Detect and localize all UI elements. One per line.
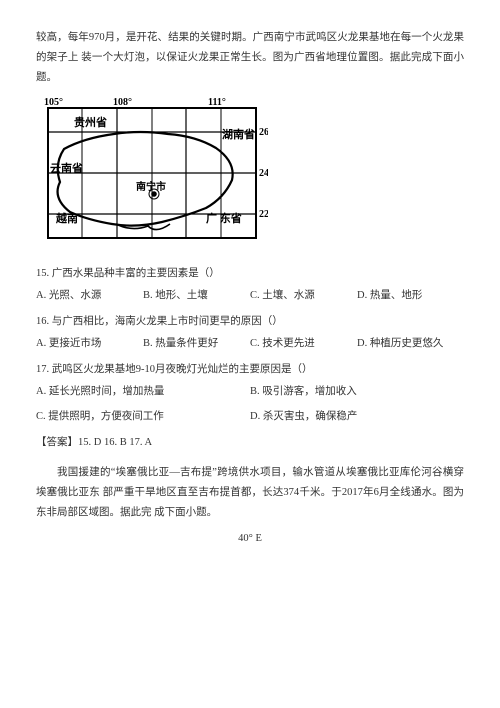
q16-options: A. 更接近市场 B. 热量条件更好 C. 技术更先进 D. 种植历史更悠久 bbox=[36, 334, 464, 354]
q15-opt-d: D. 热量、地形 bbox=[357, 286, 464, 306]
intro-paragraph-1: 较高，每年970月，是开花、结果的关键时期。广西南宁市武鸣区火龙果基地在每一个火… bbox=[36, 28, 464, 88]
guangxi-map-svg: 105° 108° 111° 26° 24° 22° 贵州省 湖南省 云南省 广… bbox=[36, 94, 268, 254]
map-figure: 105° 108° 111° 26° 24° 22° 贵州省 湖南省 云南省 广… bbox=[36, 94, 464, 254]
center-longitude-label: 40° E bbox=[36, 529, 464, 549]
q17-opt-b: B. 吸引游客，增加收入 bbox=[250, 382, 464, 402]
q16-opt-d: D. 种植历史更悠久 bbox=[357, 334, 464, 354]
label-vietnam: 越南 bbox=[55, 211, 78, 225]
q17-opt-c: C. 提供照明，方便夜间工作 bbox=[36, 407, 250, 427]
q16-opt-b: B. 热量条件更好 bbox=[143, 334, 250, 354]
q17-stem: 17. 武鸣区火龙果基地9-10月夜晚灯光灿烂的主要原因是（） bbox=[36, 360, 464, 380]
answer-line: 【答案】15. D 16. B 17. A bbox=[36, 433, 464, 453]
q15-opt-a: A. 光照、水源 bbox=[36, 286, 143, 306]
q15-stem: 15. 广西水果品种丰富的主要因素是（） bbox=[36, 264, 464, 284]
q15-opt-c: C. 土壤、水源 bbox=[250, 286, 357, 306]
q16-opt-c: C. 技术更先进 bbox=[250, 334, 357, 354]
label-guizhou: 贵州省 bbox=[74, 115, 107, 129]
q17-options-row2: C. 提供照明，方便夜间工作 D. 杀灭害虫，确保稳产 bbox=[36, 407, 464, 427]
label-nanning: 南宁市 bbox=[136, 180, 166, 193]
lat-label-1: 24° bbox=[259, 168, 268, 179]
q15-opt-b: B. 地形、土壤 bbox=[143, 286, 250, 306]
intro-paragraph-2: 我国援建的“埃塞俄比亚—吉布提”跨境供水项目，输水管道从埃塞俄比亚库伦河谷横穿埃… bbox=[36, 463, 464, 523]
label-guangdong: 广 东省 bbox=[206, 211, 242, 225]
q17-options-row1: A. 延长光照时间，增加热量 B. 吸引游客，增加收入 bbox=[36, 382, 464, 402]
label-yunnan: 云南省 bbox=[50, 161, 83, 175]
lon-label-0: 105° bbox=[44, 97, 63, 108]
label-hunan: 湖南省 bbox=[222, 127, 255, 141]
lat-label-0: 26° bbox=[259, 127, 268, 138]
q17-opt-d: D. 杀灭害虫，确保稳产 bbox=[250, 407, 464, 427]
lat-label-2: 22° bbox=[259, 209, 268, 220]
q15-options: A. 光照、水源 B. 地形、土壤 C. 土壤、水源 D. 热量、地形 bbox=[36, 286, 464, 306]
q16-opt-a: A. 更接近市场 bbox=[36, 334, 143, 354]
lon-label-2: 111° bbox=[208, 97, 226, 108]
q17-opt-a: A. 延长光照时间，增加热量 bbox=[36, 382, 250, 402]
lon-label-1: 108° bbox=[113, 97, 132, 108]
q16-stem: 16. 与广西相比，海南火龙果上市时间更早的原因（） bbox=[36, 312, 464, 332]
